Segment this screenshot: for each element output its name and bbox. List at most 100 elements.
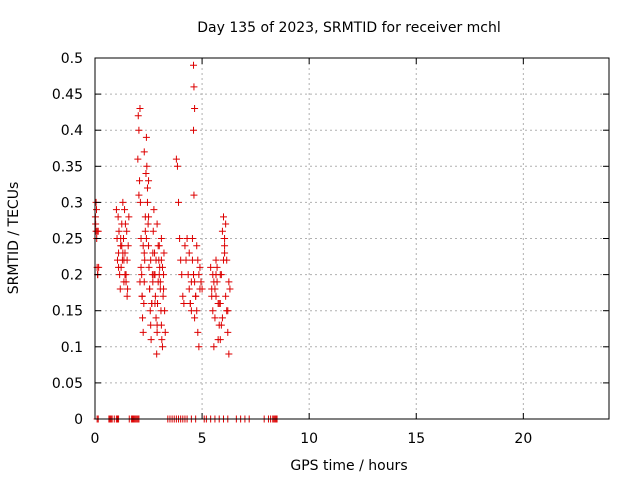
data-point xyxy=(212,292,220,300)
data-point xyxy=(175,198,183,206)
data-point xyxy=(196,285,204,293)
y-tick-label: 0.5 xyxy=(61,51,83,67)
x-tick-label: 15 xyxy=(407,431,425,447)
data-point xyxy=(145,213,153,221)
data-point xyxy=(160,249,168,257)
data-point xyxy=(186,299,194,307)
data-point xyxy=(196,263,204,271)
data-point xyxy=(142,235,150,242)
data-point xyxy=(152,314,160,322)
data-point xyxy=(187,278,195,286)
data-point xyxy=(94,227,102,235)
data-point xyxy=(95,263,103,271)
y-tick-label: 0.1 xyxy=(61,340,83,356)
data-point xyxy=(185,249,193,257)
data-point xyxy=(225,278,233,286)
data-point xyxy=(146,285,154,293)
data-point xyxy=(124,285,132,293)
data-point xyxy=(226,285,234,293)
data-point xyxy=(190,61,198,69)
data-point xyxy=(145,177,153,185)
y-tick-label: 0.25 xyxy=(52,232,83,248)
data-point xyxy=(224,307,232,315)
data-point xyxy=(197,278,205,286)
data-point xyxy=(161,307,169,315)
data-point xyxy=(218,314,226,322)
data-point xyxy=(138,271,146,279)
data-point xyxy=(191,314,199,322)
data-point xyxy=(159,292,167,300)
x-tick-label: 5 xyxy=(198,431,207,447)
data-point xyxy=(144,220,152,228)
data-point xyxy=(112,206,120,214)
data-point xyxy=(115,227,123,235)
data-point xyxy=(158,263,166,271)
data-point xyxy=(143,184,151,192)
data-point xyxy=(160,285,168,293)
data-point xyxy=(210,278,218,286)
data-point xyxy=(153,328,161,336)
data-point xyxy=(207,263,215,271)
data-point xyxy=(139,328,147,336)
data-point xyxy=(143,198,151,206)
data-point xyxy=(210,343,218,351)
data-point xyxy=(222,220,230,228)
data-point xyxy=(179,292,187,300)
data-point xyxy=(158,343,166,351)
data-point xyxy=(221,242,229,250)
data-point xyxy=(140,249,148,257)
chart-title: Day 135 of 2023, SRMTID for receiver mch… xyxy=(197,20,501,36)
data-point xyxy=(178,271,186,279)
data-point xyxy=(118,242,126,250)
data-point xyxy=(125,213,133,221)
data-point xyxy=(193,307,201,315)
y-tick-label: 0 xyxy=(74,412,83,428)
data-point xyxy=(193,242,201,250)
data-point xyxy=(153,220,161,228)
data-point xyxy=(143,162,151,170)
data-point xyxy=(136,177,144,185)
x-tick-label: 0 xyxy=(91,431,100,447)
x-axis-label: GPS time / hours xyxy=(290,458,407,474)
data-point xyxy=(134,112,142,120)
data-point xyxy=(150,206,158,214)
data-point xyxy=(192,292,200,300)
data-point xyxy=(152,256,160,264)
data-point xyxy=(92,220,100,228)
data-point xyxy=(142,170,150,178)
data-point xyxy=(121,206,129,214)
data-point xyxy=(173,162,181,170)
data-point xyxy=(209,307,217,315)
data-point xyxy=(161,328,169,336)
data-point xyxy=(194,256,202,264)
data-points xyxy=(91,61,281,423)
data-point xyxy=(224,328,232,336)
data-point xyxy=(220,213,227,221)
y-tick-label: 0.15 xyxy=(52,304,83,320)
data-point xyxy=(194,328,202,336)
data-point xyxy=(172,155,180,163)
data-point xyxy=(123,292,131,300)
data-point xyxy=(190,83,198,91)
data-point xyxy=(124,242,132,250)
data-point xyxy=(221,249,229,257)
data-point xyxy=(216,299,224,307)
y-axis-label: SRMTID / TECUs xyxy=(6,182,22,295)
y-tick-label: 0.35 xyxy=(52,159,83,175)
data-point xyxy=(211,314,219,322)
data-point xyxy=(120,256,128,264)
data-point xyxy=(225,350,233,358)
x-tick-label: 20 xyxy=(514,431,532,447)
data-point xyxy=(153,350,161,358)
data-point xyxy=(116,285,124,293)
data-point xyxy=(139,242,147,250)
data-point xyxy=(92,206,100,214)
data-point xyxy=(221,235,229,242)
data-point xyxy=(195,271,203,279)
data-point xyxy=(136,198,144,206)
data-point xyxy=(142,133,150,141)
data-point xyxy=(115,263,123,271)
y-tick-label: 0.3 xyxy=(61,195,83,211)
